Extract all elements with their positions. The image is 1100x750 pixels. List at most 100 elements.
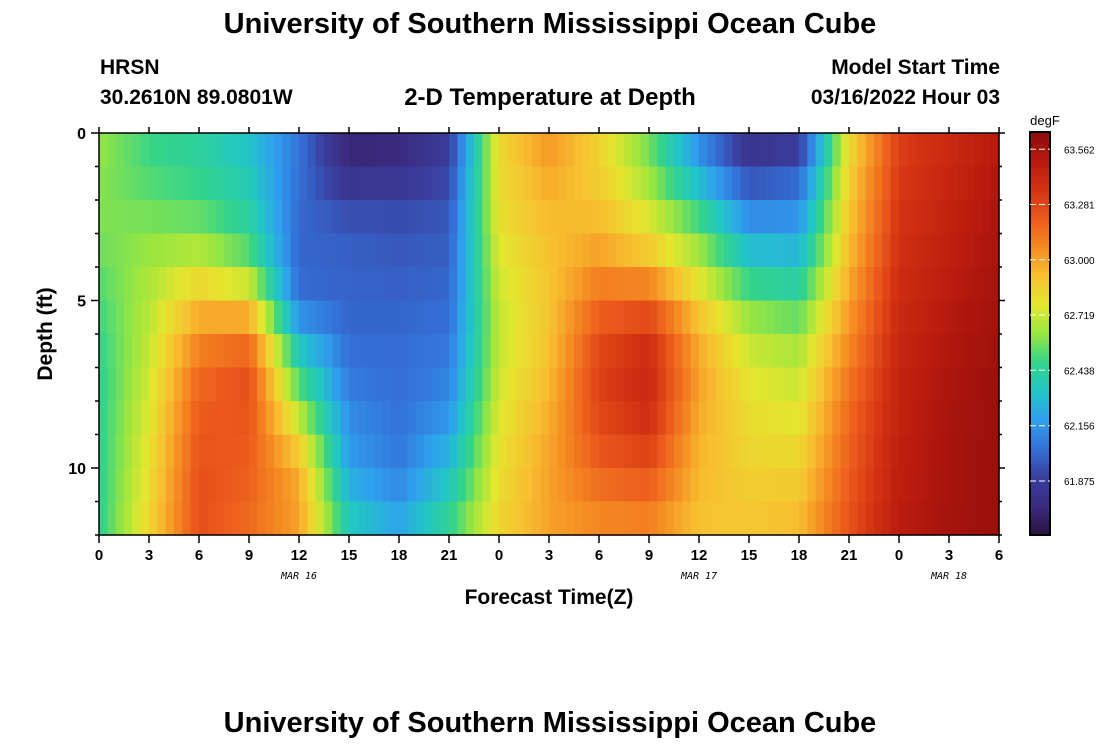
heatmap-cell [299, 434, 308, 469]
heatmap-cell [832, 300, 842, 335]
heatmap-cell [274, 334, 283, 369]
heatmap-cell [490, 401, 500, 436]
heatmap-cell [657, 166, 667, 201]
heatmap-cell [315, 501, 325, 536]
heatmap-cell [257, 501, 267, 536]
heatmap-cell [749, 434, 758, 469]
heatmap-cell [640, 334, 650, 369]
heatmap-cell [957, 468, 967, 503]
heatmap-cell [149, 133, 158, 168]
heatmap-cell [849, 401, 858, 436]
heatmap-cell [774, 501, 783, 536]
heatmap-cell [649, 166, 658, 201]
heatmap-cell [590, 300, 600, 335]
heatmap-cell [590, 468, 600, 503]
heatmap-cell [515, 367, 525, 402]
heatmap-cell [440, 367, 450, 402]
heatmap-cell [415, 233, 425, 268]
heatmap-cell [482, 367, 492, 402]
heatmap-cell [332, 200, 342, 235]
heatmap-cell [532, 367, 542, 402]
heatmap-cell [199, 468, 208, 503]
heatmap-cell [824, 334, 833, 369]
heatmap-cell [932, 334, 942, 369]
heatmap-cell [740, 501, 750, 536]
x-axis-label: Forecast Time(Z) [465, 586, 634, 609]
heatmap-cell [840, 334, 850, 369]
heatmap-cell [340, 367, 350, 402]
heatmap-cell [807, 300, 817, 335]
heatmap-cell [290, 334, 300, 369]
heatmap-cell [332, 468, 342, 503]
heatmap-cell [174, 133, 183, 168]
heatmap-cell [249, 434, 258, 469]
heatmap-cell [782, 267, 792, 302]
heatmap-cell [665, 166, 675, 201]
heatmap-cell [240, 468, 250, 503]
heatmap-cell [965, 501, 975, 536]
heatmap-cell [974, 401, 983, 436]
heatmap-cell [374, 267, 383, 302]
heatmap-cell [290, 166, 300, 201]
heatmap-cell [790, 267, 800, 302]
heatmap-cell [265, 401, 275, 436]
heatmap-cell [324, 133, 333, 168]
colorbar-unit-label: degF [1030, 113, 1060, 128]
heatmap-cell [807, 267, 817, 302]
heatmap-cell [740, 200, 750, 235]
heatmap-cell [440, 434, 450, 469]
heatmap-cell [249, 133, 258, 168]
heatmap-cell [265, 300, 275, 335]
heatmap-cell [699, 233, 708, 268]
heatmap-cell [365, 434, 375, 469]
heatmap-cell [599, 334, 608, 369]
heatmap-cell [190, 233, 200, 268]
heatmap-cell [249, 401, 258, 436]
heatmap-cell [224, 334, 233, 369]
heatmap-cell [390, 434, 400, 469]
heatmap-cell [349, 367, 358, 402]
heatmap-cell [415, 267, 425, 302]
heatmap-cell [915, 166, 925, 201]
heatmap-cell [715, 300, 725, 335]
heatmap-cell [332, 367, 342, 402]
heatmap-cell [424, 434, 433, 469]
heatmap-cell [465, 401, 475, 436]
heatmap-cell [515, 133, 525, 168]
heatmap-cell [907, 468, 917, 503]
heatmap-cell [399, 434, 408, 469]
heatmap-cell [274, 233, 283, 268]
heatmap-cell [715, 166, 725, 201]
heatmap-cell [190, 434, 200, 469]
heatmap-cell [399, 367, 408, 402]
heatmap-cell [549, 300, 558, 335]
heatmap-cell [932, 233, 942, 268]
heatmap-cell [782, 300, 792, 335]
heatmap-cell [915, 468, 925, 503]
heatmap-cell [449, 401, 458, 436]
heatmap-cell [107, 434, 117, 469]
heatmap-cell [265, 166, 275, 201]
heatmap-cell [374, 501, 383, 536]
x-tick-label: 12 [291, 547, 308, 564]
heatmap-cell [932, 468, 942, 503]
heatmap-cell [949, 200, 958, 235]
heatmap-cell [224, 166, 233, 201]
heatmap-cell [365, 401, 375, 436]
heatmap-cell [757, 133, 767, 168]
heatmap-cell [974, 267, 983, 302]
heatmap-cell [624, 501, 633, 536]
heatmap-cell [924, 501, 933, 536]
heatmap-cell [307, 501, 317, 536]
heatmap-cell [232, 233, 242, 268]
heatmap-cell [974, 334, 983, 369]
heatmap-cell [115, 401, 125, 436]
heatmap-cell [124, 233, 133, 268]
heatmap-cell [874, 200, 883, 235]
heatmap-cell [790, 300, 800, 335]
heatmap-cell [740, 367, 750, 402]
heatmap-cell [840, 501, 850, 536]
heatmap-cell [874, 334, 883, 369]
heatmap-cell [615, 300, 625, 335]
heatmap-cell [465, 367, 475, 402]
